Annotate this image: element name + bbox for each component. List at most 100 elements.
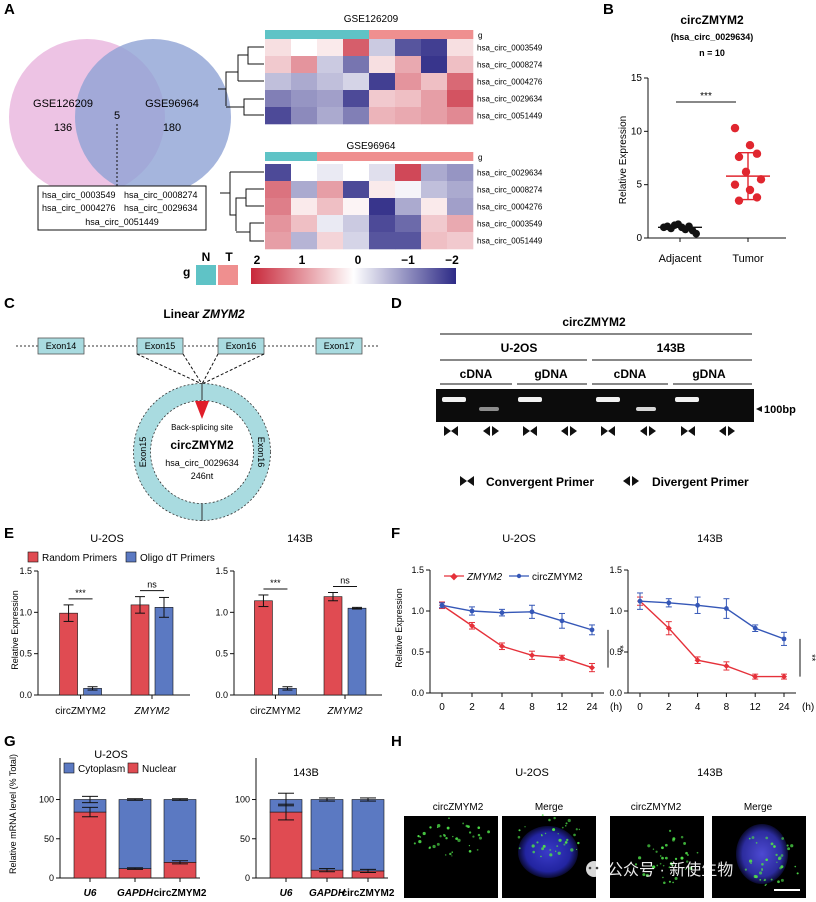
divergent-primer-icon: [492, 426, 499, 436]
data-point: [469, 608, 475, 614]
convergent-primer-icon: [460, 476, 467, 486]
heatmap-row-label: hsa_circ_0051449: [477, 112, 543, 121]
fish-signal-dot: [436, 842, 440, 846]
heatmap-cell: [265, 215, 292, 233]
heatmap-cell: [369, 232, 396, 250]
fish-signal-dot: [442, 833, 445, 836]
data-point: [692, 229, 700, 238]
panel-b-subtitle: (hsa_circ_0029634): [671, 32, 754, 42]
fish-signal-dot: [437, 824, 441, 828]
heatmap-1-row-labels: hsa_circ_0003549 hsa_circ_0008274 hsa_circ…: [477, 44, 543, 121]
fish-signal-dot: [659, 862, 662, 865]
x-tick-label: 24: [778, 702, 790, 713]
x-tick-label: 24: [586, 702, 598, 713]
group-track-cell: [447, 30, 474, 39]
fish-signal-dot: [578, 828, 581, 831]
heatmap-cell: [317, 198, 344, 216]
fish-signal-dot: [790, 844, 794, 848]
watermark: 公众号 · 新使生物: [586, 861, 733, 879]
heatmap-cell: [447, 164, 474, 182]
heatmap-cell: [343, 107, 370, 125]
group-track-cell: [291, 30, 318, 39]
fish-signal-dot: [565, 822, 568, 825]
gel-band: [442, 397, 466, 402]
data-point: [734, 152, 744, 162]
x-tick-label: 2: [666, 702, 672, 713]
fish-signal-dot: [532, 850, 536, 854]
fish-signal-dot: [472, 835, 475, 838]
primer-icons: [444, 426, 735, 436]
heatmap-cell: [369, 215, 396, 233]
heatmap-cell: [317, 164, 344, 182]
fish-signal-dot: [487, 830, 491, 834]
bar-cytoplasm: [310, 799, 344, 871]
fish-signal-dot: [541, 814, 544, 817]
heatmap-cell: [343, 164, 370, 182]
heatmap-cell: [317, 90, 344, 108]
heatmap-cell: [447, 39, 474, 57]
channel-label: Merge: [535, 802, 564, 813]
convergent-primer-icon: [688, 426, 695, 436]
y-tick-label: 0.0: [411, 688, 424, 698]
x-tick-label: ZMYM2: [327, 706, 363, 717]
panel-e-chart-2-title: 143B: [287, 533, 313, 545]
marker-arrow: [756, 406, 762, 412]
back-splicing-arrow: [195, 401, 209, 419]
bar-nuclear: [269, 811, 303, 879]
fish-signal-dot: [468, 831, 472, 834]
fish-signal-dot: [432, 844, 436, 849]
y-tick-label: 0: [636, 233, 642, 244]
heatmap-cell: [369, 198, 396, 216]
heatmap-cell: [395, 39, 422, 57]
fish-signal-dot: [555, 850, 557, 852]
divergent-primer-icon: [623, 476, 630, 486]
y-tick-label: 1.0: [215, 607, 228, 617]
legend-circzmym2-marker: [516, 573, 522, 579]
heatmap-2-title: GSE96964: [347, 141, 396, 152]
fish-signal-dot: [662, 864, 665, 867]
exon15-label: Exon15: [145, 341, 176, 351]
data-point: [589, 664, 595, 671]
heatmap-cell: [317, 39, 344, 57]
data-point: [752, 673, 759, 680]
fish-signal-dot: [794, 865, 797, 868]
fish-signal-dot: [796, 872, 799, 875]
data-point: [745, 185, 755, 195]
legend-zmym2-marker: ◆: [450, 571, 459, 581]
color-scale-tick: −2: [445, 253, 459, 267]
y-tick-label: 1.0: [411, 606, 424, 616]
convergent-primer-icon: [608, 426, 615, 436]
heatmap-1-track-label: g: [478, 31, 482, 40]
heatmap-cell: [317, 107, 344, 125]
x-tick-label: ZMYM2: [134, 706, 170, 717]
heatmap-2: GSE96964 g hsa_circ_0029634 hsa_circ_0008…: [220, 141, 543, 250]
heatmap-cell: [395, 232, 422, 250]
panel-d-gel: circZMYM2 U-2OS 143B cDNA gDNA cDNA gDNA…: [436, 315, 796, 489]
data-point: [723, 662, 730, 669]
bar-nuclear: [118, 868, 152, 879]
x-tick-label: circZMYM2: [250, 706, 301, 717]
heatmap-row-label: hsa_circ_0008274: [477, 186, 543, 195]
legend-zmym2: ZMYM2: [466, 572, 502, 583]
fish-signal-dot: [659, 855, 662, 857]
fish-signal-dot: [663, 881, 666, 885]
heatmap-cell: [317, 73, 344, 91]
panel-e-chart-2: 0.0 0.5 1.0 1.5 circZMYM2 *** ZMYM2 ns: [215, 566, 382, 717]
fish-signal-dot: [549, 853, 553, 857]
fish-signal-dot: [575, 828, 578, 831]
heatmap-row-label: hsa_circ_0029634: [477, 95, 543, 104]
overlap-item: hsa_circ_0003549: [42, 190, 116, 200]
y-tick-label: 5: [636, 180, 642, 191]
bar: [59, 612, 78, 696]
group-track-cell: [343, 30, 370, 39]
fish-signal-dot: [536, 841, 539, 844]
heatmap-row-label: hsa_circ_0008274: [477, 61, 543, 70]
divergent-primer-icon: [640, 426, 647, 436]
fish-signal-dot: [672, 837, 676, 841]
fish-signal-dot: [478, 836, 482, 840]
divergent-primer-icon: [649, 426, 656, 436]
heatmap-cell: [343, 39, 370, 57]
y-tick-label: 100: [235, 795, 250, 805]
color-scale-tick: 1: [299, 253, 306, 267]
x-tick-label: U6: [84, 888, 97, 899]
